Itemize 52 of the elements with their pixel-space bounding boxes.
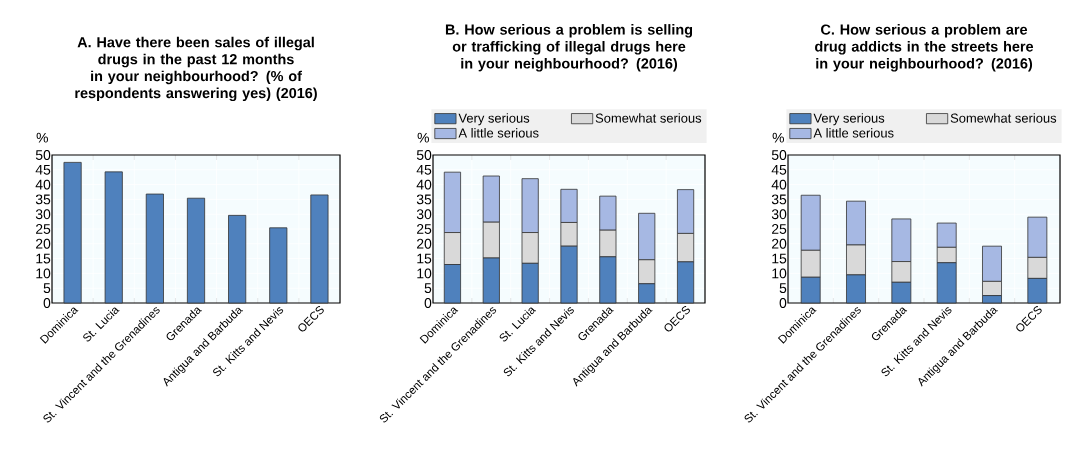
y-tick-label: 40 [35,179,51,190]
legend-label: Somewhat serious [595,113,702,123]
legend-label: A little serious [813,128,894,138]
legend-label: Somewhat serious [950,113,1057,123]
chart-title: B. How serious a problem is selling or trafficking of illegal drugs here in your neighbourhood? (2016) [445,24,693,72]
y-tick-label: 20 [417,238,432,249]
y-tick-label: 40 [771,179,787,190]
y-tick-label: 15 [417,253,432,264]
y-tick-label: 30 [416,209,432,220]
y-tick-label: 15 [36,253,51,264]
y-tick-label: 10 [772,268,787,279]
y-axis-title: % [36,132,48,143]
chart-title: C. How serious a problem are drug addicts in the streets here in your neighbourhood? (2016) [815,24,1034,72]
y-tick-label: 30 [771,209,787,220]
y-tick-label: 45 [35,164,51,175]
y-tick-label: 35 [771,194,787,205]
y-tick-label: 35 [416,194,432,205]
y-axis-title: % [772,132,784,143]
y-tick-label: 5 [43,283,51,294]
y-tick-label: 0 [779,298,787,308]
y-tick-label: 0 [43,298,51,308]
y-tick-label: 45 [771,164,787,175]
chart-title: A. Have there been sales of illegal drugs in the past 12 months in your neighbourhood? (% of respondents answering yes) (2016) [75,36,317,102]
y-tick-label: 5 [779,283,787,294]
bar [269,227,288,304]
y-tick-label: 10 [417,268,432,279]
legend-label: Very serious [458,113,530,126]
y-tick-label: 20 [772,238,787,249]
y-tick-label: 35 [35,194,51,205]
y-tick-label: 5 [424,283,432,294]
bar [228,214,247,304]
y-tick-label: 10 [36,268,51,279]
y-axis-title: % [417,132,429,143]
bar [145,193,164,304]
y-tick-label: 0 [424,298,432,308]
bar [310,194,329,304]
bar [104,171,123,304]
y-tick-label: 50 [416,150,432,160]
y-tick-label: 45 [416,164,432,175]
bar [63,161,82,304]
y-tick-label: 25 [417,224,432,234]
y-tick-label: 20 [36,238,51,249]
y-tick-label: 40 [416,179,432,190]
y-tick-label: 50 [771,150,787,160]
y-tick-label: 25 [772,224,787,234]
y-tick-label: 25 [36,224,51,234]
legend-label: Very serious [813,113,885,126]
y-tick-label: 50 [35,150,51,160]
bar [186,197,206,304]
y-tick-label: 15 [772,253,787,264]
y-tick-label: 30 [35,209,51,220]
legend-label: A little serious [458,128,539,138]
